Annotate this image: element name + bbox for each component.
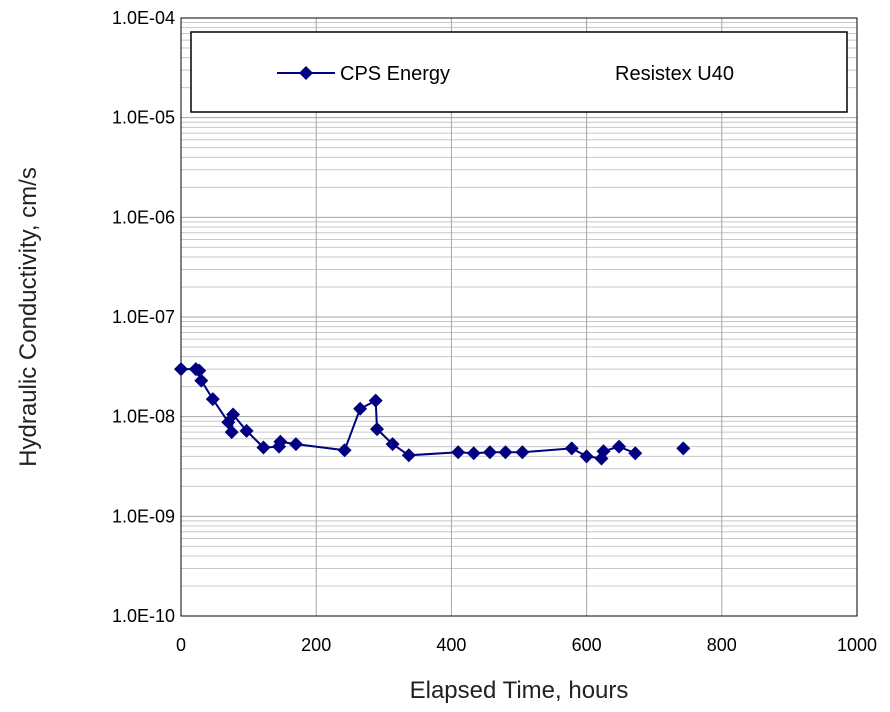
data-point (628, 446, 643, 461)
data-point (194, 373, 209, 388)
x-tick-label: 600 (572, 635, 602, 655)
data-point (370, 422, 385, 437)
y-tick-label: 1.0E-10 (112, 606, 175, 626)
data-point (226, 407, 241, 422)
data-point (288, 437, 303, 452)
y-tick-label: 1.0E-08 (112, 407, 175, 427)
data-point (676, 441, 691, 456)
series-resistex-u40 (676, 441, 691, 456)
series-layer (174, 362, 691, 466)
series-cps-energy (174, 362, 643, 466)
y-tick-labels: 1.0E-10 1.0E-09 1.0E-08 1.0E-07 1.0E-06 1.0E-… (112, 8, 175, 626)
data-point (515, 445, 530, 460)
x-tick-label: 0 (176, 635, 186, 655)
data-point (337, 443, 352, 458)
data-point (451, 445, 466, 460)
legend-marker-cps-energy (299, 66, 313, 80)
plot-area-frame (180, 17, 858, 617)
x-tick-label: 800 (707, 635, 737, 655)
legend-label-cps-energy: CPS Energy (340, 63, 450, 85)
data-point (564, 441, 579, 456)
y-tick-label: 1.0E-04 (112, 8, 175, 28)
y-tick-label: 1.0E-09 (112, 506, 175, 526)
legend: CPS Energy Resistex U40 (190, 31, 848, 113)
data-point (224, 425, 239, 440)
data-point (273, 434, 288, 449)
series-line (181, 368, 636, 460)
data-point (368, 393, 383, 408)
x-axis-title: Elapsed Time, hours (410, 677, 629, 704)
data-point (482, 445, 497, 460)
data-point (498, 445, 513, 460)
data-point (205, 392, 220, 407)
x-tick-labels: 0 200 400 600 800 1000 (176, 635, 877, 655)
data-point (401, 448, 416, 463)
x-tick-label: 200 (301, 635, 331, 655)
data-point (596, 444, 611, 459)
y-tick-label: 1.0E-06 (112, 207, 175, 227)
data-point (353, 401, 368, 416)
x-tick-label: 400 (436, 635, 466, 655)
x-tick-label: 1000 (837, 635, 877, 655)
data-point (174, 362, 188, 377)
data-point (192, 363, 207, 378)
y-tick-label: 1.0E-07 (112, 307, 175, 327)
data-point (239, 423, 254, 438)
data-point (256, 440, 271, 455)
data-point (579, 449, 594, 464)
data-point (466, 446, 481, 461)
legend-label-resistex-u40: Resistex U40 (615, 63, 734, 85)
y-axis-title: Hydraulic Conductivity, cm/s (15, 167, 42, 467)
data-point (612, 439, 627, 454)
data-point (385, 437, 400, 452)
y-tick-label: 1.0E-05 (112, 108, 175, 128)
